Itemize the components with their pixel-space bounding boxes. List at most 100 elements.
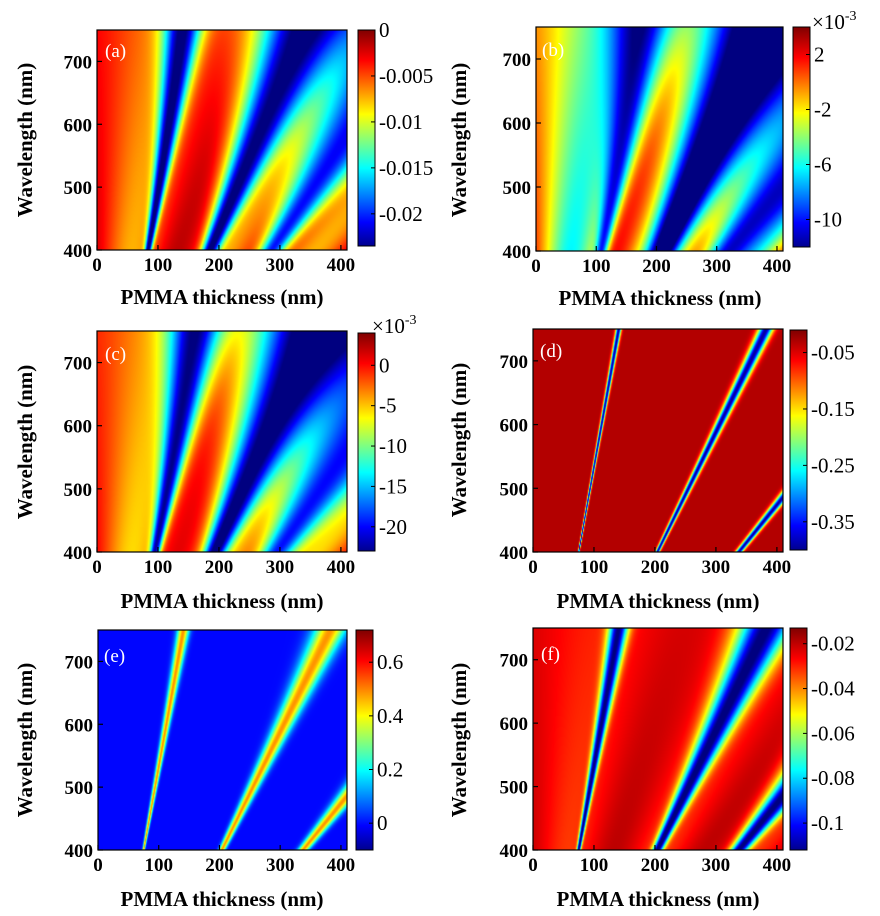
x-tick-label: 400 xyxy=(763,256,792,277)
x-tick-label: 100 xyxy=(144,255,173,276)
x-axis-title-a: PMMA thickness (nm) xyxy=(121,285,324,309)
colorbar-label: -6 xyxy=(814,153,832,177)
x-ticks-e: 0 100 200 300 400 xyxy=(93,845,355,876)
colorbar-c xyxy=(357,332,376,552)
y-tick-label: 700 xyxy=(65,652,94,673)
heatmap-a xyxy=(97,30,347,250)
panel-c: (c) 400 500 600 700 0 100 200 300 400 Wavelengt… xyxy=(13,313,417,613)
x-tick-label: 0 xyxy=(92,557,102,578)
x-tick-label: 200 xyxy=(205,557,234,578)
colorbar-label: -0.015 xyxy=(379,156,433,180)
colorbar-multiplier-b: ×10-3 xyxy=(812,9,857,34)
colorbar-label: -0.04 xyxy=(811,677,855,701)
colorbar-label: -2 xyxy=(814,98,832,122)
x-tick-label: 200 xyxy=(641,855,670,876)
colorbar-label: -10 xyxy=(814,208,842,232)
colorbar-label: 0 xyxy=(377,811,388,835)
panel-label-e: (e) xyxy=(104,646,125,667)
x-ticks-f: 0 100 200 300 400 xyxy=(528,845,791,876)
plot-frame-e xyxy=(97,629,348,851)
x-tick-label: 200 xyxy=(642,256,671,277)
colorbar-label: -0.15 xyxy=(811,397,855,421)
x-tick-label: 400 xyxy=(327,557,356,578)
colorbar-labels-d: -0.05 -0.15 -0.25 -0.35 xyxy=(803,341,855,534)
x-tick-label: 300 xyxy=(266,855,295,876)
x-axis-title-b: PMMA thickness (nm) xyxy=(559,286,762,310)
heatmap-c xyxy=(97,331,347,552)
y-tick-label: 500 xyxy=(503,178,532,199)
colorbar-labels-b: 2 -2 -6 -10 xyxy=(806,43,842,232)
colorbar-f xyxy=(789,627,808,851)
panel-label-f: (f) xyxy=(541,644,560,665)
heatmap-b xyxy=(536,27,783,251)
x-tick-label: 300 xyxy=(702,557,731,578)
y-tick-label: 500 xyxy=(500,479,529,500)
colorbar-multiplier-c: ×10-3 xyxy=(372,313,417,338)
x-tick-label: 100 xyxy=(144,855,173,876)
colorbar-label: 0.6 xyxy=(377,650,403,674)
panel-e: (e) 400 500 600 700 0 100 200 300 400 Wavelengt… xyxy=(13,629,404,911)
colorbar-label: -5 xyxy=(379,394,397,418)
x-axis-title-d: PMMA thickness (nm) xyxy=(557,589,760,613)
colorbar-label: -0.25 xyxy=(811,453,855,477)
x-tick-label: 400 xyxy=(327,855,356,876)
y-tick-label: 400 xyxy=(500,841,529,862)
y-tick-label: 500 xyxy=(64,178,93,199)
colorbar-d xyxy=(789,329,808,551)
colorbar-label: -0.05 xyxy=(811,341,855,365)
x-axis-title-f: PMMA thickness (nm) xyxy=(557,887,760,911)
y-tick-label: 600 xyxy=(500,416,529,437)
x-axis-title-c: PMMA thickness (nm) xyxy=(121,589,324,613)
y-tick-label: 700 xyxy=(64,354,93,375)
x-tick-label: 0 xyxy=(531,256,541,277)
y-ticks-b: 400 500 600 700 xyxy=(503,50,541,263)
colorbar-label: -0.1 xyxy=(811,811,844,835)
plot-frame-b xyxy=(535,26,784,252)
y-ticks-a: 400 500 600 700 xyxy=(64,52,102,262)
colorbar-label: 0.4 xyxy=(377,704,404,728)
x-tick-label: 0 xyxy=(93,855,103,876)
y-axis-title-a: Wavelength (nm) xyxy=(13,63,37,218)
x-tick-label: 0 xyxy=(528,557,538,578)
y-tick-label: 700 xyxy=(503,50,532,71)
x-tick-label: 400 xyxy=(327,255,356,276)
y-tick-label: 600 xyxy=(503,114,532,135)
y-axis-title-b: Wavelength (nm) xyxy=(447,63,471,218)
y-tick-label: 600 xyxy=(64,417,93,438)
colorbar-labels-c: 0 -5 -10 -15 -20 xyxy=(371,353,407,539)
x-tick-label: 300 xyxy=(702,855,731,876)
panel-label-d: (d) xyxy=(540,341,562,362)
y-tick-label: 600 xyxy=(65,715,94,736)
y-tick-label: 400 xyxy=(500,543,529,564)
colorbar-label: -20 xyxy=(379,515,407,539)
x-tick-label: 100 xyxy=(580,855,609,876)
colorbar-label: -0.35 xyxy=(811,510,855,534)
plot-frame-f xyxy=(532,627,784,851)
panel-f: (f) 400 500 600 700 0 100 200 300 400 Wavelengt… xyxy=(447,627,855,911)
x-tick-label: 300 xyxy=(702,256,731,277)
colorbar-label: -0.01 xyxy=(379,110,423,134)
colorbar-label: -0.02 xyxy=(379,202,423,226)
y-tick-label: 600 xyxy=(64,115,93,136)
x-ticks-b: 0 100 200 300 400 xyxy=(531,246,791,277)
x-tick-label: 0 xyxy=(92,255,102,276)
x-tick-label: 300 xyxy=(266,255,295,276)
plot-frame-c xyxy=(96,330,348,553)
y-tick-label: 400 xyxy=(64,241,93,262)
x-axis-title-e: PMMA thickness (nm) xyxy=(121,887,324,911)
x-tick-label: 100 xyxy=(144,557,173,578)
colorbar-label: -15 xyxy=(379,474,407,498)
x-ticks-a: 0 100 200 300 400 xyxy=(92,245,355,276)
y-tick-label: 400 xyxy=(65,841,94,862)
y-tick-label: 500 xyxy=(500,778,529,799)
colorbar-label: 0 xyxy=(379,18,390,42)
x-tick-label: 100 xyxy=(580,557,609,578)
y-axis-title-e: Wavelength (nm) xyxy=(13,663,37,818)
y-axis-title-c: Wavelength (nm) xyxy=(13,365,37,520)
colorbar-labels-f: -0.02 -0.04 -0.06 -0.08 -0.1 xyxy=(803,632,855,835)
y-tick-label: 700 xyxy=(500,651,529,672)
colorbar-e xyxy=(355,629,374,851)
x-tick-label: 0 xyxy=(528,855,538,876)
colorbar-label: 2 xyxy=(814,43,825,67)
y-ticks-d: 400 500 600 700 xyxy=(500,352,538,564)
